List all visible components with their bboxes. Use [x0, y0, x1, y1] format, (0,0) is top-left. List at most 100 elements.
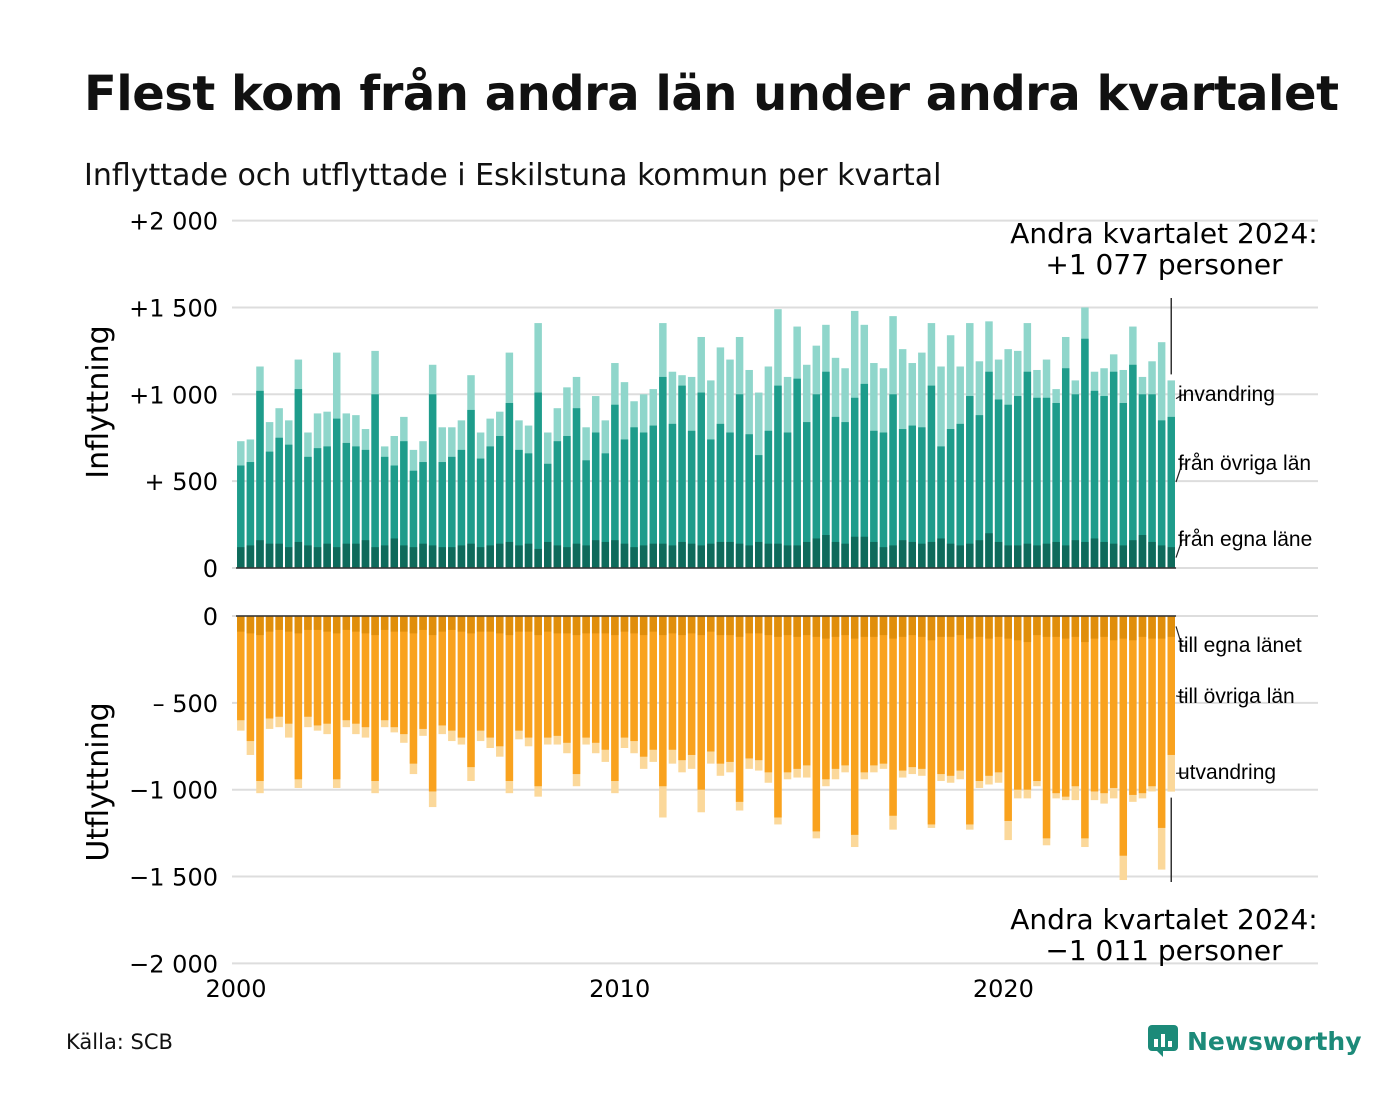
bar-out-ovriga	[476, 616, 485, 731]
bar-in-ovriga	[332, 418, 341, 568]
bar-out-ovriga	[265, 616, 274, 719]
bar-in-ovriga	[553, 441, 562, 568]
bar-out-egna	[841, 616, 849, 636]
bar-in-egna	[505, 541, 514, 568]
bar-out-ovriga	[822, 616, 830, 780]
bar-in-ovriga	[889, 394, 897, 568]
bar-out-egna	[831, 616, 840, 637]
bar-out-ovriga	[524, 616, 533, 738]
chart-title: Flest kom från andra län under andra kva…	[84, 66, 1339, 122]
bar-out-ovriga	[515, 616, 523, 731]
bar-in-egna	[332, 547, 341, 568]
bar-out-egna	[544, 616, 552, 632]
y-axis-label-out: Utflyttning	[81, 702, 116, 861]
bar-out-egna	[572, 616, 581, 636]
bar-out-egna	[265, 616, 274, 632]
bar-out-ovriga	[1061, 616, 1070, 797]
bar-in-ovriga	[716, 423, 725, 568]
bar-out-egna	[668, 616, 677, 634]
bar-in-ovriga	[1119, 402, 1128, 568]
bar-in-ovriga	[687, 430, 696, 568]
bar-out-egna	[630, 616, 638, 634]
bar-in-egna	[486, 545, 494, 568]
bar-out-ovriga	[246, 616, 255, 742]
bar-in-egna	[371, 547, 379, 568]
bar-out-egna	[1071, 616, 1080, 637]
bar-in-egna	[985, 533, 993, 568]
bar-out-ovriga	[1129, 616, 1137, 795]
bar-in-egna	[1109, 543, 1118, 568]
bar-out-egna	[1004, 616, 1012, 639]
bar-out-ovriga	[668, 616, 677, 750]
bar-in-egna	[1129, 540, 1137, 568]
bar-out-egna	[812, 616, 821, 637]
bar-in-ovriga	[1157, 420, 1166, 568]
bar-in-egna	[994, 541, 1003, 568]
bar-out-egna	[467, 616, 475, 634]
bar-in-egna	[246, 545, 255, 568]
bar-in-ovriga	[841, 422, 849, 568]
bar-in-egna	[294, 541, 303, 568]
x-axis: 2000 2010 2020	[205, 975, 1033, 1003]
bar-in-egna	[1023, 543, 1032, 568]
bar-in-egna	[515, 545, 523, 568]
bar-in-ovriga	[371, 394, 379, 568]
bar-in-ovriga	[822, 371, 830, 568]
bar-out-egna	[256, 616, 264, 636]
bar-in-ovriga	[294, 389, 303, 568]
bar-in-ovriga	[438, 462, 446, 568]
bar-out-ovriga	[697, 616, 705, 790]
bar-in-egna	[237, 547, 245, 568]
bar-out-egna	[400, 616, 408, 632]
bar-out-egna	[966, 616, 974, 639]
bar-out-egna	[716, 616, 725, 636]
x-tick-label: 2000	[205, 975, 266, 1003]
bar-in-ovriga	[783, 432, 792, 568]
bar-out-ovriga	[889, 616, 897, 816]
bar-out-egna	[994, 616, 1003, 637]
bar-out-egna	[515, 616, 523, 632]
bar-in-ovriga	[668, 423, 677, 568]
bar-in-egna	[409, 547, 418, 568]
bar-in-egna	[927, 541, 936, 568]
bar-in-ovriga	[1109, 371, 1118, 568]
bar-out-ovriga	[313, 616, 322, 726]
bar-in-egna	[1061, 545, 1070, 568]
bar-in-ovriga	[313, 448, 322, 568]
bar-in-ovriga	[496, 435, 504, 568]
bar-in-ovriga	[975, 415, 984, 568]
bar-in-egna	[256, 540, 264, 568]
bar-out-egna	[937, 616, 945, 637]
bar-in-egna	[870, 541, 878, 568]
bar-in-egna	[678, 541, 686, 568]
bar-in-egna	[687, 543, 696, 568]
bar-out-ovriga	[927, 616, 936, 825]
bar-out-ovriga	[860, 616, 869, 773]
bar-in-ovriga	[419, 462, 427, 568]
bar-out-ovriga	[1157, 616, 1166, 828]
bar-out-egna	[707, 616, 715, 632]
bar-out-egna	[764, 616, 773, 636]
bar-in-egna	[534, 548, 542, 568]
bar-out-egna	[534, 616, 542, 636]
bar-in-egna	[323, 543, 331, 568]
bar-out-egna	[975, 616, 984, 637]
y-tick-label: 0	[203, 603, 218, 631]
bar-out-ovriga	[735, 616, 744, 802]
bar-in-ovriga	[946, 429, 955, 568]
bar-out-ovriga	[994, 616, 1003, 773]
bar-in-ovriga	[898, 429, 907, 568]
bar-out-ovriga	[1100, 616, 1108, 794]
bar-in-ovriga	[457, 449, 466, 568]
bar-out-ovriga	[985, 616, 993, 776]
bar-in-egna	[908, 541, 916, 568]
y-tick-label: +1 500	[129, 294, 218, 322]
bar-out-ovriga	[831, 616, 840, 769]
bar-in-ovriga	[505, 402, 514, 568]
bar-out-egna	[438, 616, 446, 632]
bar-out-egna	[1157, 616, 1166, 639]
bar-in-egna	[1052, 541, 1060, 568]
bar-in-ovriga	[400, 441, 408, 568]
bar-out-egna	[783, 616, 792, 636]
bar-out-ovriga	[591, 616, 600, 743]
